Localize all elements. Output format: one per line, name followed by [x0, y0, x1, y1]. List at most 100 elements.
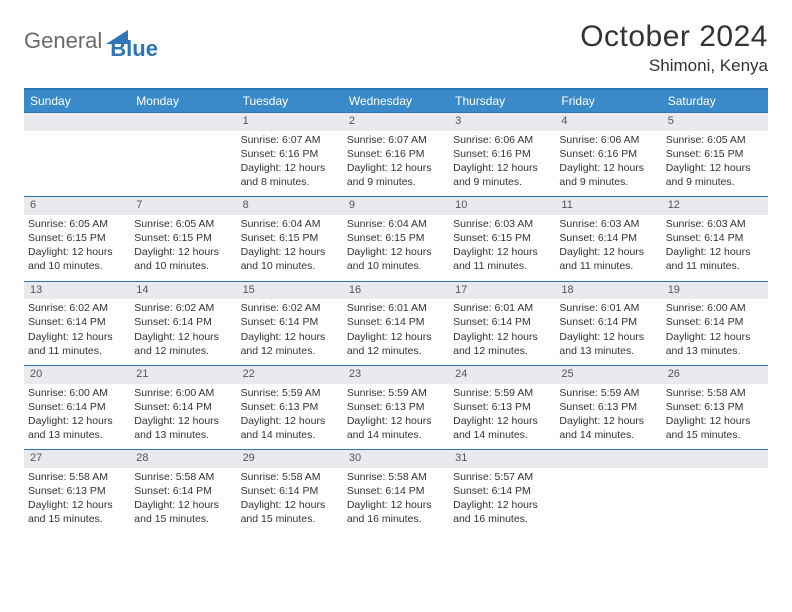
day-body: Sunrise: 6:04 AMSunset: 6:15 PMDaylight:…: [343, 215, 449, 281]
day-info-line: Sunset: 6:16 PM: [453, 148, 551, 161]
day-info-line: Daylight: 12 hours: [453, 331, 551, 344]
day-number: 16: [343, 282, 449, 300]
day-info-line: and 12 minutes.: [241, 345, 339, 358]
day-body-empty: [130, 131, 236, 187]
day-info-line: and 10 minutes.: [134, 260, 232, 273]
day-info-line: and 11 minutes.: [666, 260, 764, 273]
day-info-line: Sunrise: 6:03 AM: [453, 218, 551, 231]
day-info-line: Sunrise: 6:06 AM: [453, 134, 551, 147]
day-number: 17: [449, 282, 555, 300]
day-body-empty: [555, 468, 661, 524]
day-cell: 7Sunrise: 6:05 AMSunset: 6:15 PMDaylight…: [130, 197, 236, 281]
day-number: 19: [662, 282, 768, 300]
day-info-line: Daylight: 12 hours: [347, 499, 445, 512]
logo: General Blue: [24, 20, 158, 62]
day-info-line: and 11 minutes.: [559, 260, 657, 273]
day-info-line: Daylight: 12 hours: [347, 246, 445, 259]
day-info-line: and 14 minutes.: [559, 429, 657, 442]
day-cell: 14Sunrise: 6:02 AMSunset: 6:14 PMDayligh…: [130, 281, 236, 365]
day-cell: 26Sunrise: 5:58 AMSunset: 6:13 PMDayligh…: [662, 365, 768, 449]
day-number: 7: [130, 197, 236, 215]
day-number: 9: [343, 197, 449, 215]
day-info-line: Sunset: 6:14 PM: [453, 316, 551, 329]
day-info-line: Sunrise: 6:05 AM: [134, 218, 232, 231]
day-info-line: Daylight: 12 hours: [28, 246, 126, 259]
day-info-line: Sunset: 6:14 PM: [241, 316, 339, 329]
day-info-line: Sunset: 6:14 PM: [28, 401, 126, 414]
day-number: 11: [555, 197, 661, 215]
day-body: Sunrise: 5:59 AMSunset: 6:13 PMDaylight:…: [555, 384, 661, 450]
day-info-line: Daylight: 12 hours: [134, 415, 232, 428]
day-info-line: and 14 minutes.: [241, 429, 339, 442]
day-number: 5: [662, 113, 768, 131]
day-body: Sunrise: 5:58 AMSunset: 6:14 PMDaylight:…: [130, 468, 236, 534]
logo-text-general: General: [24, 28, 102, 54]
day-info-line: Daylight: 12 hours: [241, 331, 339, 344]
day-cell: 15Sunrise: 6:02 AMSunset: 6:14 PMDayligh…: [237, 281, 343, 365]
day-body: Sunrise: 6:01 AMSunset: 6:14 PM Daylight:…: [449, 299, 555, 365]
day-cell: 25Sunrise: 5:59 AMSunset: 6:13 PMDayligh…: [555, 365, 661, 449]
day-info-line: Sunrise: 6:05 AM: [28, 218, 126, 231]
day-number: 8: [237, 197, 343, 215]
day-cell: [555, 450, 661, 534]
day-info-line: and 14 minutes.: [453, 429, 551, 442]
day-info-line: and 8 minutes.: [241, 176, 339, 189]
day-info-line: Sunset: 6:14 PM: [559, 232, 657, 245]
week-row: 27Sunrise: 5:58 AMSunset: 6:13 PMDayligh…: [24, 450, 768, 534]
day-info-line: Daylight: 12 hours: [134, 499, 232, 512]
day-info-line: Sunrise: 6:01 AM: [559, 302, 657, 315]
day-info-line: Daylight: 12 hours: [28, 415, 126, 428]
day-info-line: Sunset: 6:15 PM: [28, 232, 126, 245]
day-cell: 9Sunrise: 6:04 AMSunset: 6:15 PMDaylight…: [343, 197, 449, 281]
day-info-line: Sunset: 6:14 PM: [347, 485, 445, 498]
day-info-line: Sunrise: 6:05 AM: [666, 134, 764, 147]
day-info-line: and 12 minutes.: [134, 345, 232, 358]
day-info-line: Sunrise: 6:00 AM: [28, 387, 126, 400]
day-info-line: Daylight: 12 hours: [347, 331, 445, 344]
day-info-line: and 12 minutes.: [347, 345, 445, 358]
day-number: 25: [555, 366, 661, 384]
day-header: Monday: [130, 89, 236, 113]
day-cell: 29Sunrise: 5:58 AMSunset: 6:14 PMDayligh…: [237, 450, 343, 534]
day-header: Thursday: [449, 89, 555, 113]
day-info-line: Sunset: 6:14 PM: [134, 401, 232, 414]
day-number: 31: [449, 450, 555, 468]
day-info-line: and 16 minutes.: [347, 513, 445, 526]
day-info-line: Daylight: 12 hours: [666, 162, 764, 175]
day-header-row: Sunday Monday Tuesday Wednesday Thursday…: [24, 89, 768, 113]
day-number: 10: [449, 197, 555, 215]
day-cell: 2Sunrise: 6:07 AMSunset: 6:16 PMDaylight…: [343, 113, 449, 197]
day-body: Sunrise: 6:04 AMSunset: 6:15 PMDaylight:…: [237, 215, 343, 281]
day-info-line: Sunrise: 6:07 AM: [241, 134, 339, 147]
day-cell: 28Sunrise: 5:58 AMSunset: 6:14 PMDayligh…: [130, 450, 236, 534]
day-cell: 10Sunrise: 6:03 AMSunset: 6:15 PMDayligh…: [449, 197, 555, 281]
day-cell: 22Sunrise: 5:59 AMSunset: 6:13 PMDayligh…: [237, 365, 343, 449]
day-body: Sunrise: 6:02 AMSunset: 6:14 PMDaylight:…: [24, 299, 130, 365]
day-number: 2: [343, 113, 449, 131]
day-info-line: Sunrise: 6:01 AM: [453, 302, 551, 315]
day-body: Sunrise: 5:58 AMSunset: 6:13 PMDaylight:…: [662, 384, 768, 450]
day-info-line: Daylight: 12 hours: [453, 415, 551, 428]
day-number: 22: [237, 366, 343, 384]
day-body: Sunrise: 6:06 AMSunset: 6:16 PMDaylight:…: [555, 131, 661, 197]
day-number: 4: [555, 113, 661, 131]
day-header: Saturday: [662, 89, 768, 113]
day-cell: 17 Sunrise: 6:01 AMSunset: 6:14 PM Dayligh…: [449, 281, 555, 365]
day-info-line: Daylight: 12 hours: [666, 331, 764, 344]
day-number: 20: [24, 366, 130, 384]
day-info-line: Daylight: 12 hours: [134, 246, 232, 259]
day-number: 13: [24, 282, 130, 300]
day-info-line: Sunset: 6:14 PM: [666, 232, 764, 245]
day-info-line: Sunset: 6:16 PM: [241, 148, 339, 161]
day-info-line: Daylight: 12 hours: [666, 415, 764, 428]
day-info-line: Daylight: 12 hours: [347, 162, 445, 175]
day-info-line: Daylight: 12 hours: [241, 499, 339, 512]
day-info-line: Sunrise: 6:00 AM: [134, 387, 232, 400]
day-body: Sunrise: 5:58 AMSunset: 6:14 PMDaylight:…: [343, 468, 449, 534]
day-number: 15: [237, 282, 343, 300]
week-row: 13Sunrise: 6:02 AMSunset: 6:14 PMDayligh…: [24, 281, 768, 365]
day-cell: 11Sunrise: 6:03 AMSunset: 6:14 PMDayligh…: [555, 197, 661, 281]
day-info-line: and 13 minutes.: [559, 345, 657, 358]
day-cell: 13Sunrise: 6:02 AMSunset: 6:14 PMDayligh…: [24, 281, 130, 365]
day-body: Sunrise: 6:07 AMSunset: 6:16 PMDaylight:…: [237, 131, 343, 197]
